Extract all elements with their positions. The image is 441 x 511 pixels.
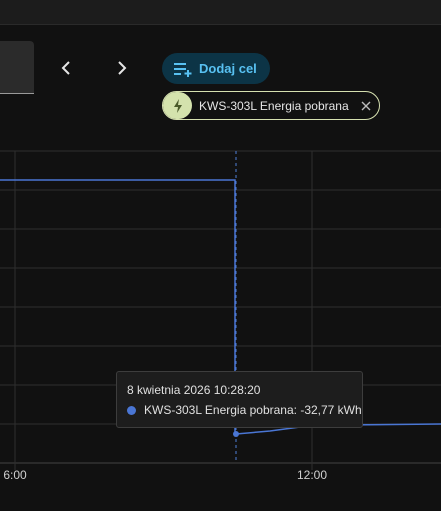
target-chip: KWS-303L Energia pobrana [162,91,380,120]
prev-button[interactable] [56,58,76,78]
tooltip-row: KWS-303L Energia pobrana: -32,77 kWh [127,403,362,417]
x-tick-label: 12:00 [297,468,327,482]
top-bar [0,0,441,25]
chip-remove[interactable] [360,100,372,112]
add-target-button[interactable]: Dodaj cel [162,53,270,84]
chip-label: KWS-303L Energia pobrana [199,98,349,113]
tooltip-line: KWS-303L Energia pobrana: -32,77 kWh [144,403,362,417]
date-picker[interactable] [0,41,34,94]
add-target-label: Dodaj cel [199,61,257,76]
tooltip-title: 8 kwietnia 2026 10:28:20 [127,383,261,397]
next-button[interactable] [112,58,132,78]
grid [0,150,441,470]
chip-icon [163,92,192,119]
hover-point [233,431,239,437]
add-icon [174,62,192,77]
tooltip: 8 kwietnia 2026 10:28:20 KWS-303L Energi… [116,371,363,428]
chart: 6:00 12:00 [0,150,441,482]
tooltip-dot [127,405,136,415]
x-tick-label: 6:00 [3,468,27,482]
